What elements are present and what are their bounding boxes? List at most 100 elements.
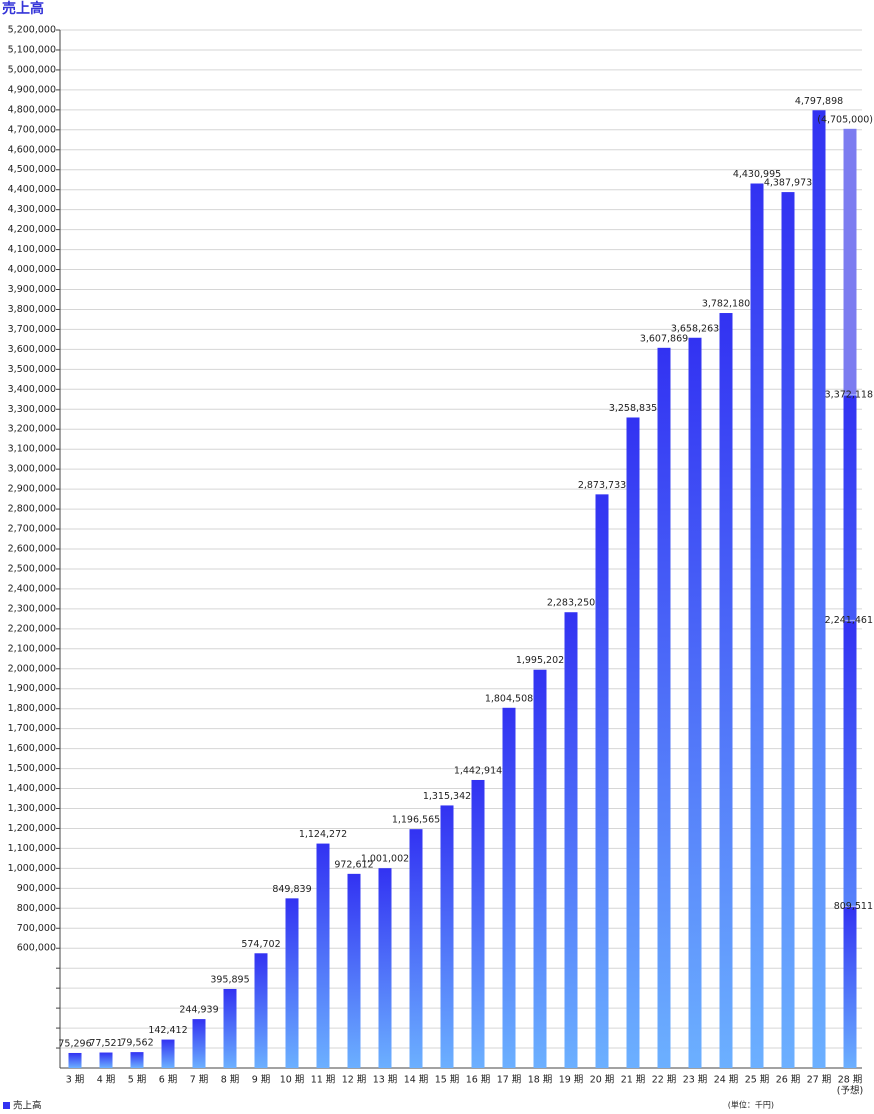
y-tick-label: 1,800,000 <box>8 703 56 714</box>
value-label: 2,283,250 <box>547 598 595 609</box>
x-tick-label: 14 期 <box>404 1075 429 1086</box>
value-label: 1,995,202 <box>516 655 564 666</box>
y-tick-label: 2,100,000 <box>8 643 56 654</box>
value-label: 1,001,002 <box>361 854 409 865</box>
bar <box>750 183 764 1068</box>
y-tick-label: 4,700,000 <box>8 124 56 135</box>
bar <box>719 313 733 1068</box>
x-tick-note: (予想) <box>837 1085 863 1097</box>
y-tick-label: 1,900,000 <box>8 683 56 694</box>
bar <box>843 906 857 1068</box>
bar <box>533 669 547 1068</box>
y-tick-label: 4,900,000 <box>8 84 56 95</box>
bar <box>378 868 392 1068</box>
y-tick-label: 3,800,000 <box>8 304 56 315</box>
bar <box>812 110 826 1068</box>
value-label: 3,607,869 <box>640 333 688 344</box>
value-label: 4,797,898 <box>795 96 843 107</box>
bar <box>254 953 268 1068</box>
x-tick-label: 9 期 <box>252 1075 271 1086</box>
x-tick-label: 3 期 <box>66 1075 85 1086</box>
y-tick-label: 3,300,000 <box>8 404 56 415</box>
x-tick-label: 28 期 <box>838 1075 863 1086</box>
y-tick-label: 2,500,000 <box>8 563 56 574</box>
y-tick-label: 1,500,000 <box>8 763 56 774</box>
bar <box>285 898 299 1068</box>
y-tick-label: 4,300,000 <box>8 204 56 215</box>
value-label: 2,873,733 <box>578 480 626 491</box>
value-label: 75,296 <box>58 1038 91 1049</box>
y-tick-label: 1,600,000 <box>8 743 56 754</box>
y-tick-label: 4,000,000 <box>8 264 56 275</box>
bar <box>440 805 454 1068</box>
y-tick-label: 1,100,000 <box>8 843 56 854</box>
value-label: 1,124,272 <box>299 829 347 840</box>
y-tick-label: 2,000,000 <box>8 663 56 674</box>
x-tick-label: 16 期 <box>466 1075 491 1086</box>
chart-title: 売上高 <box>2 0 44 17</box>
x-tick-label: 18 期 <box>528 1075 553 1086</box>
progress-label: 3,372,118 <box>825 389 873 400</box>
unit-note: (単位：千円) <box>728 1100 774 1110</box>
bar <box>130 1052 144 1068</box>
value-label: 849,839 <box>272 884 311 895</box>
bar <box>316 843 330 1068</box>
x-tick-label: 12 期 <box>342 1075 367 1086</box>
value-label: 77,521 <box>89 1038 122 1049</box>
bar <box>502 707 516 1068</box>
bar <box>192 1019 206 1068</box>
y-tick-label: 3,600,000 <box>8 344 56 355</box>
x-tick-label: 27 期 <box>807 1075 832 1086</box>
y-tick-label: 2,800,000 <box>8 504 56 515</box>
legend-swatch <box>3 1102 10 1109</box>
x-tick-label: 19 期 <box>559 1075 584 1086</box>
y-tick-label: 4,200,000 <box>8 224 56 235</box>
value-label: 3,782,180 <box>702 299 750 310</box>
x-tick-label: 17 期 <box>497 1075 522 1086</box>
value-label: 4,387,973 <box>764 178 812 189</box>
bar <box>409 829 423 1068</box>
y-tick-label: 900,000 <box>17 883 56 894</box>
y-tick-label: 1,200,000 <box>8 823 56 834</box>
y-tick-label: 600,000 <box>17 943 56 954</box>
value-label: 3,658,263 <box>671 323 719 334</box>
bar <box>564 612 578 1068</box>
value-label: 1,442,914 <box>454 765 502 776</box>
value-label: 4,430,995 <box>733 169 781 180</box>
legend-label: 売上高 <box>13 1100 42 1112</box>
y-tick-label: 2,700,000 <box>8 524 56 535</box>
y-tick-label: 4,800,000 <box>8 104 56 115</box>
x-tick-label: 7 期 <box>190 1075 209 1086</box>
bar <box>626 417 640 1068</box>
y-tick-label: 3,200,000 <box>8 424 56 435</box>
bar <box>471 779 485 1068</box>
x-tick-label: 20 期 <box>590 1075 615 1086</box>
value-label: 1,196,565 <box>392 815 440 826</box>
y-tick-label: 1,300,000 <box>8 803 56 814</box>
y-tick-label: 4,400,000 <box>8 184 56 195</box>
y-tick-label: 3,100,000 <box>8 444 56 455</box>
bar <box>657 347 671 1068</box>
y-tick-label: 4,500,000 <box>8 164 56 175</box>
x-tick-label: 22 期 <box>652 1075 677 1086</box>
value-label: 1,804,508 <box>485 693 533 704</box>
value-label: (4,705,000) <box>817 114 873 125</box>
x-tick-label: 5 期 <box>128 1075 147 1086</box>
y-tick-label: 4,600,000 <box>8 144 56 155</box>
x-tick-label: 26 期 <box>776 1075 801 1086</box>
x-tick-label: 15 期 <box>435 1075 460 1086</box>
value-label: 395,895 <box>210 974 249 985</box>
bar <box>347 873 361 1068</box>
x-tick-label: 4 期 <box>97 1075 116 1086</box>
bar <box>781 192 795 1068</box>
bar <box>688 337 702 1069</box>
value-label: 142,412 <box>148 1025 187 1036</box>
y-tick-label: 1,700,000 <box>8 723 56 734</box>
x-tick-label: 21 期 <box>621 1075 646 1086</box>
x-tick-label: 23 期 <box>683 1075 708 1086</box>
y-tick-label: 3,400,000 <box>8 384 56 395</box>
progress-label: 2,241,461 <box>825 615 873 626</box>
y-tick-label: 2,300,000 <box>8 603 56 614</box>
bar <box>223 988 237 1068</box>
x-tick-label: 11 期 <box>311 1075 336 1086</box>
